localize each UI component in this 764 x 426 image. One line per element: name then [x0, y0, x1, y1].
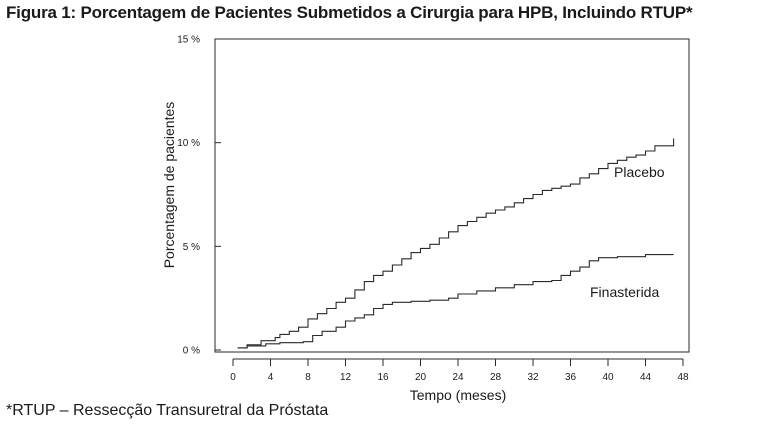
footnote: *RTUP – Ressecção Transuretral da Prósta…: [6, 402, 329, 419]
figure-title: Figura 1: Porcentagem de Pacientes Subme…: [6, 3, 693, 22]
series-line-placebo: [237, 138, 675, 349]
y-tick-label: 5 %: [183, 242, 200, 253]
x-tick-label: 28: [490, 372, 502, 383]
x-axis-ticks: 0 4 8 12 16 20 24 28 32 36 40 44 48: [230, 359, 689, 383]
x-tick-label: 40: [602, 372, 614, 383]
x-tick-label: 48: [677, 372, 689, 383]
series-label-finasterida: Finasterida: [590, 284, 659, 300]
x-axis-label: Tempo (meses): [410, 387, 506, 403]
series-label-placebo: Placebo: [614, 164, 665, 180]
x-tick-label: 32: [527, 372, 539, 383]
x-tick-label: 20: [415, 372, 427, 383]
y-axis-ticks: 0 % 5 % 10 % 15 %: [177, 35, 221, 357]
x-tick-label: 36: [565, 372, 577, 383]
x-tick-label: 24: [452, 372, 464, 383]
x-tick-label: 8: [305, 372, 311, 383]
y-tick-label: 10 %: [177, 138, 200, 149]
x-tick-label: 16: [377, 372, 389, 383]
x-tick-label: 44: [640, 372, 652, 383]
series-lines: [237, 138, 675, 349]
y-axis-label: Porcentagem de pacientes: [161, 102, 177, 269]
y-tick-label: 0 %: [183, 346, 200, 357]
x-tick-label: 4: [268, 372, 274, 383]
series-line-finasterida: [237, 254, 674, 349]
x-tick-label: 12: [340, 372, 352, 383]
plot-frame: [214, 38, 690, 353]
x-tick-label: 0: [230, 372, 236, 383]
y-tick-label: 15 %: [177, 35, 200, 46]
